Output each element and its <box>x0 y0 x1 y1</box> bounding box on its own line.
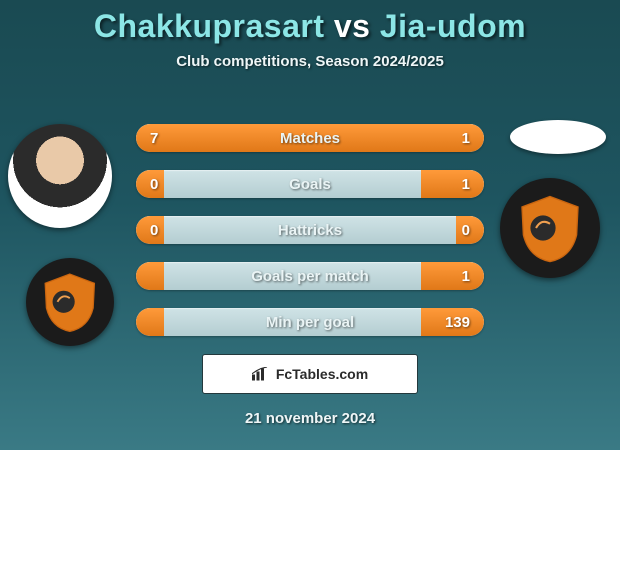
card-title: Chakkuprasart vs Jia-udom <box>0 0 620 45</box>
brand-footer[interactable]: FcTables.com <box>202 354 418 394</box>
stat-label: Goals <box>136 170 484 198</box>
stat-bar: 1Goals per match <box>136 262 484 290</box>
stat-label: Min per goal <box>136 308 484 336</box>
vs-label: vs <box>334 8 371 44</box>
stat-bars: 71Matches 01Goals 00Hattricks 1Goals per ma… <box>136 124 484 354</box>
comparison-card: Chakkuprasart vs Jia-udom Club competiti… <box>0 0 620 450</box>
brand-text: FcTables.com <box>276 366 368 382</box>
card-date: 21 november 2024 <box>0 410 620 427</box>
player2-club-crest <box>500 178 600 278</box>
player2-avatar-placeholder <box>510 120 606 154</box>
player1-club-crest <box>26 258 114 346</box>
subtitle: Club competitions, Season 2024/2025 <box>0 53 620 70</box>
stat-bar: 71Matches <box>136 124 484 152</box>
stat-bar: 01Goals <box>136 170 484 198</box>
bar-chart-icon <box>252 367 270 381</box>
stat-label: Matches <box>136 124 484 152</box>
shield-icon <box>39 271 101 333</box>
stat-bar: 00Hattricks <box>136 216 484 244</box>
stat-bar: 139Min per goal <box>136 308 484 336</box>
player1-name: Chakkuprasart <box>94 8 325 44</box>
stat-label: Goals per match <box>136 262 484 290</box>
shield-icon <box>515 193 585 263</box>
stat-label: Hattricks <box>136 216 484 244</box>
player1-avatar <box>8 124 112 228</box>
player2-name: Jia-udom <box>380 8 526 44</box>
